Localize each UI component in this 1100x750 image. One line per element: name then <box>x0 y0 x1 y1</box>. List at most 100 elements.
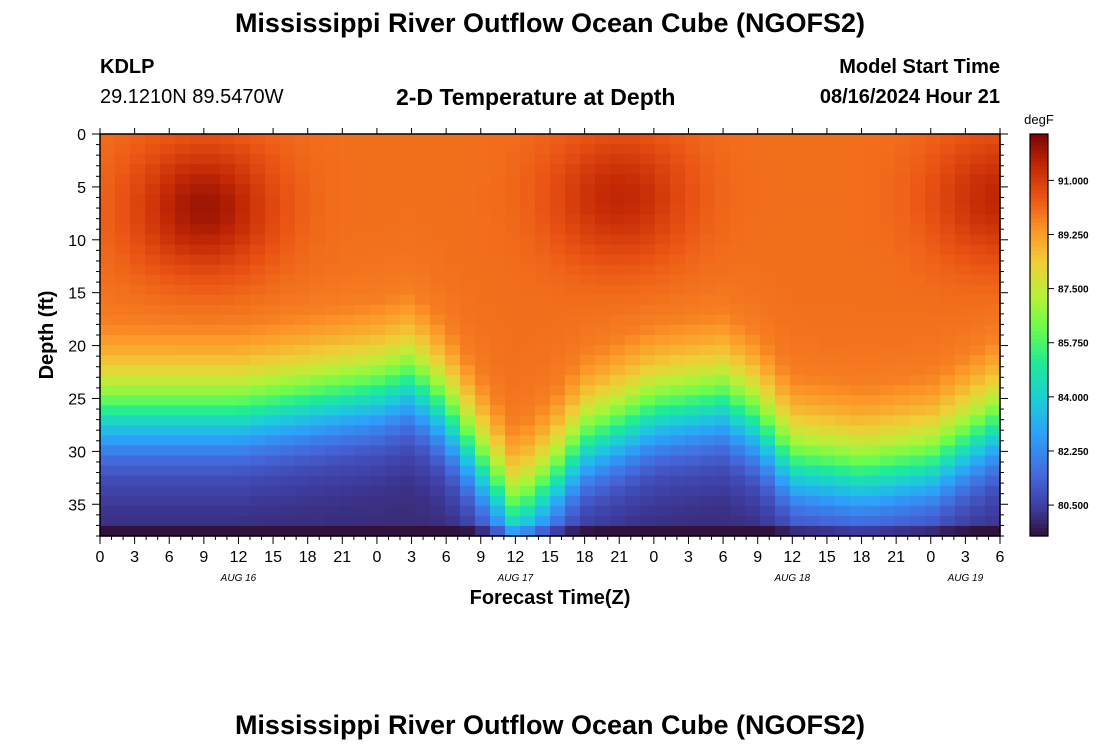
heatmap-cell <box>700 284 716 296</box>
heatmap-cell <box>835 445 851 457</box>
heatmap-cell <box>325 234 341 246</box>
heatmap-cell <box>310 254 326 266</box>
heatmap-cell <box>610 475 626 487</box>
heatmap-cell <box>175 304 191 316</box>
heatmap-cell <box>595 465 611 477</box>
heatmap-cell <box>220 505 236 517</box>
heatmap-cell <box>445 274 461 286</box>
heatmap-cell <box>355 184 371 195</box>
heatmap-cell <box>565 525 581 537</box>
heatmap-cell <box>310 335 326 346</box>
heatmap-cell <box>205 505 221 517</box>
heatmap-cell <box>970 395 986 406</box>
heatmap-cell <box>415 345 431 356</box>
heatmap-cell <box>985 405 1001 416</box>
heatmap-cell <box>145 324 161 336</box>
heatmap-cell <box>700 214 716 226</box>
heatmap-cell <box>580 184 596 195</box>
heatmap-cell <box>145 224 161 236</box>
heatmap-cell <box>625 345 641 356</box>
heatmap-cell <box>955 254 971 266</box>
heatmap-cell <box>235 505 251 517</box>
heatmap-cell <box>175 164 191 175</box>
heatmap-cell <box>235 415 251 427</box>
heatmap-cell <box>355 274 371 286</box>
heatmap-cell <box>760 485 776 497</box>
heatmap-cell <box>400 365 416 376</box>
heatmap-cell <box>130 475 146 487</box>
heatmap-cell <box>445 485 461 497</box>
x-tick-label: 15 <box>818 549 836 566</box>
heatmap-cell <box>445 435 461 447</box>
heatmap-cell <box>550 294 566 306</box>
heatmap-cell <box>145 174 161 185</box>
heatmap-cell <box>925 164 941 175</box>
heatmap-cell <box>220 204 236 215</box>
heatmap-cell <box>985 144 1001 155</box>
heatmap-cell <box>775 264 791 276</box>
heatmap-cell <box>580 505 596 517</box>
heatmap-cell <box>895 144 911 155</box>
heatmap-cell <box>625 505 641 517</box>
heatmap-cell <box>940 284 956 296</box>
colorbar-segment <box>1030 262 1048 268</box>
heatmap-cell <box>925 485 941 497</box>
heatmap-cell <box>145 264 161 276</box>
heatmap-cell <box>205 204 221 215</box>
heatmap-cell <box>535 274 551 286</box>
heatmap-cell <box>280 154 296 165</box>
heatmap-cell <box>430 475 446 487</box>
heatmap-cell <box>355 505 371 517</box>
heatmap-cell <box>925 254 941 266</box>
heatmap-cell <box>460 244 476 256</box>
heatmap-cell <box>325 435 341 447</box>
colorbar-segment <box>1030 507 1048 513</box>
heatmap-cell <box>820 485 836 497</box>
heatmap-cell <box>445 264 461 276</box>
heatmap-cell <box>355 324 371 336</box>
heatmap-cell <box>820 395 836 406</box>
heatmap-cell <box>100 184 116 195</box>
heatmap-cell <box>835 194 851 205</box>
heatmap-cell <box>685 445 701 457</box>
heatmap-cell <box>475 174 491 185</box>
heatmap-cell <box>850 415 866 427</box>
heatmap-cell <box>565 515 581 527</box>
heatmap-cell <box>595 284 611 296</box>
heatmap-cell <box>220 415 236 427</box>
heatmap-cell <box>865 154 881 165</box>
heatmap-cell <box>940 425 956 437</box>
heatmap-cell <box>250 144 266 155</box>
heatmap-cell <box>265 284 281 296</box>
heatmap-cell <box>895 505 911 517</box>
heatmap-cell <box>685 324 701 336</box>
heatmap-cell <box>250 435 266 447</box>
heatmap-cell <box>100 194 116 205</box>
model-start-time: 08/16/2024 Hour 21 <box>819 86 1000 108</box>
heatmap-cell <box>220 254 236 266</box>
heatmap-cell <box>235 164 251 175</box>
heatmap-cell <box>580 194 596 205</box>
heatmap-cell <box>460 515 476 527</box>
heatmap-cell <box>595 455 611 467</box>
heatmap-cell <box>985 324 1001 336</box>
heatmap-cell <box>850 335 866 346</box>
heatmap-cell <box>955 375 971 386</box>
heatmap-cell <box>655 405 671 416</box>
heatmap-cell <box>190 415 206 427</box>
heatmap-cell <box>370 455 386 467</box>
heatmap-cell <box>805 415 821 427</box>
heatmap-cell <box>595 415 611 427</box>
heatmap-cell <box>370 274 386 286</box>
heatmap-cell <box>970 465 986 477</box>
heatmap-cell <box>910 174 926 185</box>
heatmap-cell <box>490 324 506 336</box>
heatmap-cell <box>520 134 536 145</box>
heatmap-cell <box>640 365 656 376</box>
x-tick-label: 18 <box>299 549 317 566</box>
heatmap-cell <box>520 274 536 286</box>
heatmap-cell <box>550 324 566 336</box>
colorbar-segment <box>1030 322 1048 328</box>
heatmap-cell <box>355 164 371 175</box>
heatmap-cell <box>745 254 761 266</box>
